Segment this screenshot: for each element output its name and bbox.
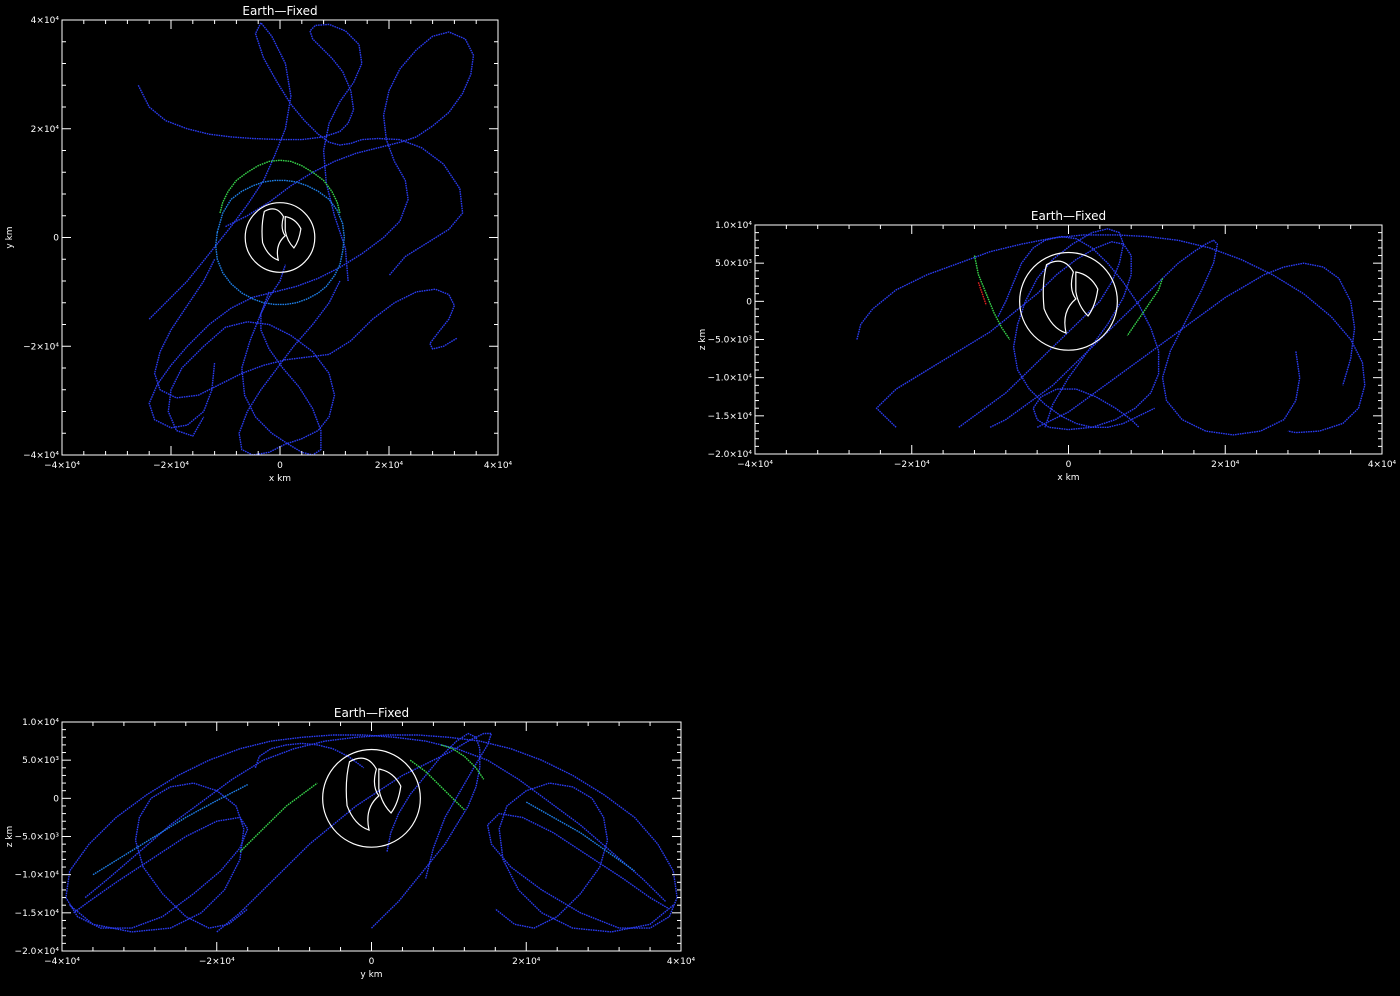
orbit-trace bbox=[875, 241, 1132, 428]
orbit-trace bbox=[137, 23, 363, 282]
y-tick-label: −2.0×10⁴ bbox=[708, 450, 753, 460]
earth-continent-outline bbox=[284, 215, 302, 249]
x-tick-label: 0 bbox=[1066, 460, 1072, 470]
y-tick-label: −4×10⁴ bbox=[23, 451, 59, 461]
y-tick-label: 0 bbox=[53, 234, 59, 244]
x-tick-label: −4×10⁴ bbox=[44, 957, 80, 967]
orbit-trace bbox=[92, 783, 249, 876]
chart-title: Earth—Fixed bbox=[1031, 209, 1106, 223]
chart-title: Earth—Fixed bbox=[242, 4, 317, 18]
orbit-trace bbox=[84, 734, 678, 929]
y-tick-label: −1.5×10⁴ bbox=[15, 909, 60, 919]
y-tick-label: −5.0×10³ bbox=[15, 833, 60, 843]
x-tick-label: −4×10⁴ bbox=[737, 460, 773, 470]
orbit-trace bbox=[148, 22, 464, 320]
orbit-trace bbox=[977, 282, 987, 306]
earth-outline bbox=[1019, 251, 1118, 351]
orbit-trace bbox=[153, 258, 458, 399]
orbit-trace bbox=[958, 228, 1156, 428]
orbit-trace bbox=[525, 801, 636, 872]
plot-area bbox=[137, 22, 475, 455]
orbit-trace bbox=[148, 31, 475, 429]
orbit-trace bbox=[997, 235, 1160, 431]
x-tick-label: −2×10⁴ bbox=[894, 460, 930, 470]
y-tick-label: 0 bbox=[746, 297, 752, 307]
earth-continent-outline bbox=[378, 768, 402, 814]
orbit-trace bbox=[215, 179, 345, 306]
orbit-trace bbox=[989, 239, 1301, 436]
x-axis-label: x km bbox=[269, 474, 291, 484]
y-axis-label: y km bbox=[5, 226, 15, 248]
x-tick-label: 2×10⁴ bbox=[375, 461, 404, 471]
x-axis-label: y km bbox=[360, 970, 382, 980]
orbit-trace bbox=[69, 782, 249, 933]
yz-orbit-panel: −4×10⁴ −2×10⁴ 0 2×10⁴ 4×10⁴ 1.0×10⁴ 5.0×10³ 0 −5… bbox=[5, 706, 696, 980]
earth-continent-outline bbox=[1075, 271, 1099, 317]
x-tick-label: 4×10⁴ bbox=[484, 461, 513, 471]
xy-orbit-panel: −4×10⁴ −2×10⁴ 0 2×10⁴ 4×10⁴ −4×10⁴ −2×10⁴ 0 2×10… bbox=[5, 4, 513, 484]
x-tick-label: 2×10⁴ bbox=[512, 957, 541, 967]
x-tick-label: −4×10⁴ bbox=[44, 461, 80, 471]
y-tick-label: −1.0×10⁴ bbox=[708, 374, 753, 384]
x-tick-label: 4×10⁴ bbox=[667, 957, 696, 967]
orbit-trace bbox=[973, 255, 1011, 340]
y-tick-label: −1.5×10⁴ bbox=[708, 412, 753, 422]
earth-outline bbox=[322, 748, 421, 848]
y-tick-label: −2.0×10⁴ bbox=[15, 947, 60, 957]
plot-area bbox=[65, 732, 678, 933]
orbit-trace bbox=[856, 234, 1366, 434]
y-tick-label: 4×10⁴ bbox=[31, 16, 60, 26]
y-axis-label: z km bbox=[698, 329, 708, 351]
orbit-trace bbox=[167, 280, 341, 455]
earth-outline bbox=[244, 202, 316, 273]
y-tick-label: −2×10⁴ bbox=[23, 342, 59, 352]
y-tick-label: 2×10⁴ bbox=[31, 125, 60, 135]
orbit-trace bbox=[239, 782, 318, 853]
chart-title: Earth—Fixed bbox=[334, 706, 409, 720]
orbit-trace bbox=[494, 782, 674, 933]
earth-continent-outline bbox=[261, 208, 287, 262]
orbit-trace bbox=[1126, 278, 1164, 337]
y-tick-label: 5.0×10³ bbox=[22, 756, 59, 766]
orbit-trace bbox=[241, 264, 322, 455]
x-tick-label: 4×10⁴ bbox=[1368, 460, 1397, 470]
earth-continent-outline bbox=[1042, 260, 1077, 334]
plot-area bbox=[856, 228, 1366, 436]
orbit-trace bbox=[440, 744, 485, 780]
y-tick-label: 0 bbox=[53, 794, 59, 804]
y-tick-label: −1.0×10⁴ bbox=[15, 871, 60, 881]
orbit-trace bbox=[1036, 262, 1356, 428]
x-tick-label: −2×10⁴ bbox=[153, 461, 189, 471]
xz-orbit-panel: −4×10⁴ −2×10⁴ 0 2×10⁴ 4×10⁴ 1.0×10⁴ 5.0×10³ 0 −5… bbox=[698, 209, 1397, 483]
y-tick-label: 1.0×10⁴ bbox=[22, 718, 59, 728]
x-tick-label: 0 bbox=[277, 461, 283, 471]
y-tick-label: −5.0×10³ bbox=[708, 336, 753, 346]
orbit-trace bbox=[409, 759, 465, 811]
y-tick-label: 1.0×10⁴ bbox=[715, 221, 752, 231]
x-tick-label: 0 bbox=[369, 957, 375, 967]
x-tick-label: −2×10⁴ bbox=[199, 957, 235, 967]
orbit-trace bbox=[216, 732, 493, 933]
earth-continent-outline bbox=[345, 757, 380, 831]
x-tick-label: 2×10⁴ bbox=[1211, 460, 1240, 470]
y-axis-label: z km bbox=[5, 826, 15, 848]
x-axis-label: x km bbox=[1057, 473, 1079, 483]
orbit-trace bbox=[219, 159, 341, 214]
y-tick-label: 5.0×10³ bbox=[715, 259, 752, 269]
orbit-trace bbox=[371, 732, 481, 929]
